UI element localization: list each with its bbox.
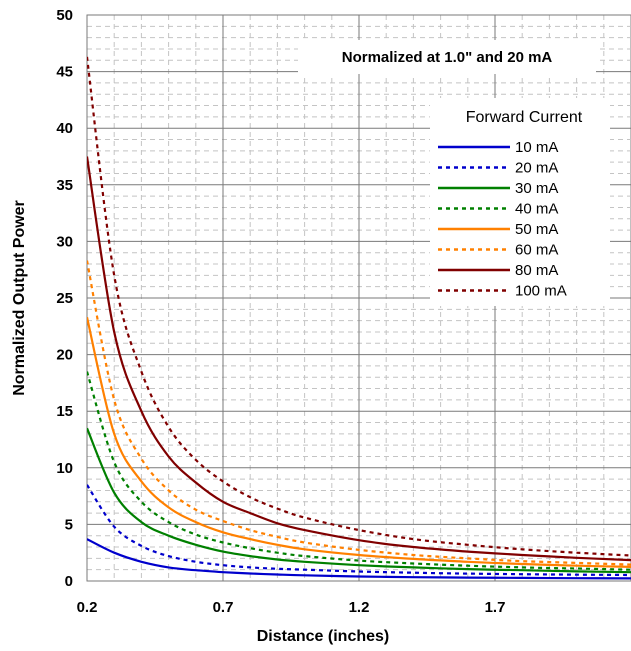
series-line-40-ma xyxy=(87,371,631,571)
series-layer xyxy=(87,56,631,580)
series-line-100-ma xyxy=(87,56,631,557)
legend-label: 30 mA xyxy=(515,180,558,197)
legend-box xyxy=(430,98,610,306)
legend-label: 10 mA xyxy=(515,139,558,156)
x-axis-title: Distance (inches) xyxy=(257,628,389,645)
series-line-80-ma xyxy=(87,156,631,562)
series-line-30-ma xyxy=(87,427,631,574)
series-line-50-ma xyxy=(87,316,631,568)
legend-label: 40 mA xyxy=(515,201,558,218)
y-tick-label: 45 xyxy=(56,64,73,81)
y-axis-ticks: 0 5 10 15 20 25 30 35 40 45 50 xyxy=(56,7,73,590)
legend-label: 80 mA xyxy=(515,262,558,279)
x-axis-ticks: 0.2 0.7 1.2 1.7 xyxy=(77,599,506,616)
y-tick-label: 35 xyxy=(56,177,73,194)
x-tick-label: 1.2 xyxy=(349,599,370,616)
legend-label: 100 mA xyxy=(515,283,567,300)
y-tick-label: 40 xyxy=(56,120,73,137)
legend: 10 mA 20 mA 30 mA 40 mA 50 mA 60 mA 80 mA 100 m… xyxy=(438,139,567,300)
y-tick-label: 5 xyxy=(65,516,73,533)
y-tick-label: 50 xyxy=(56,7,73,24)
series-line-10-ma xyxy=(87,538,631,580)
y-tick-label: 10 xyxy=(56,460,73,477)
y-tick-label: 15 xyxy=(56,403,73,420)
y-tick-label: 20 xyxy=(56,347,73,364)
y-axis-title: Normalized Output Power xyxy=(11,200,28,396)
legend-label: 50 mA xyxy=(515,221,558,238)
x-tick-label: 0.7 xyxy=(213,599,234,616)
series-line-20-ma xyxy=(87,484,631,577)
legend-label: 60 mA xyxy=(515,242,558,259)
annotation-box xyxy=(298,40,596,74)
x-tick-label: 1.7 xyxy=(485,599,506,616)
legend-label: 20 mA xyxy=(515,160,558,177)
chart-annotation: Normalized at 1.0" and 20 mA xyxy=(342,49,553,66)
legend-title: Forward Current xyxy=(466,109,583,126)
y-tick-label: 30 xyxy=(56,233,73,250)
y-tick-label: 25 xyxy=(56,290,73,307)
series-line-60-ma xyxy=(87,260,631,566)
x-tick-label: 0.2 xyxy=(77,599,98,616)
y-tick-label: 0 xyxy=(65,573,73,590)
